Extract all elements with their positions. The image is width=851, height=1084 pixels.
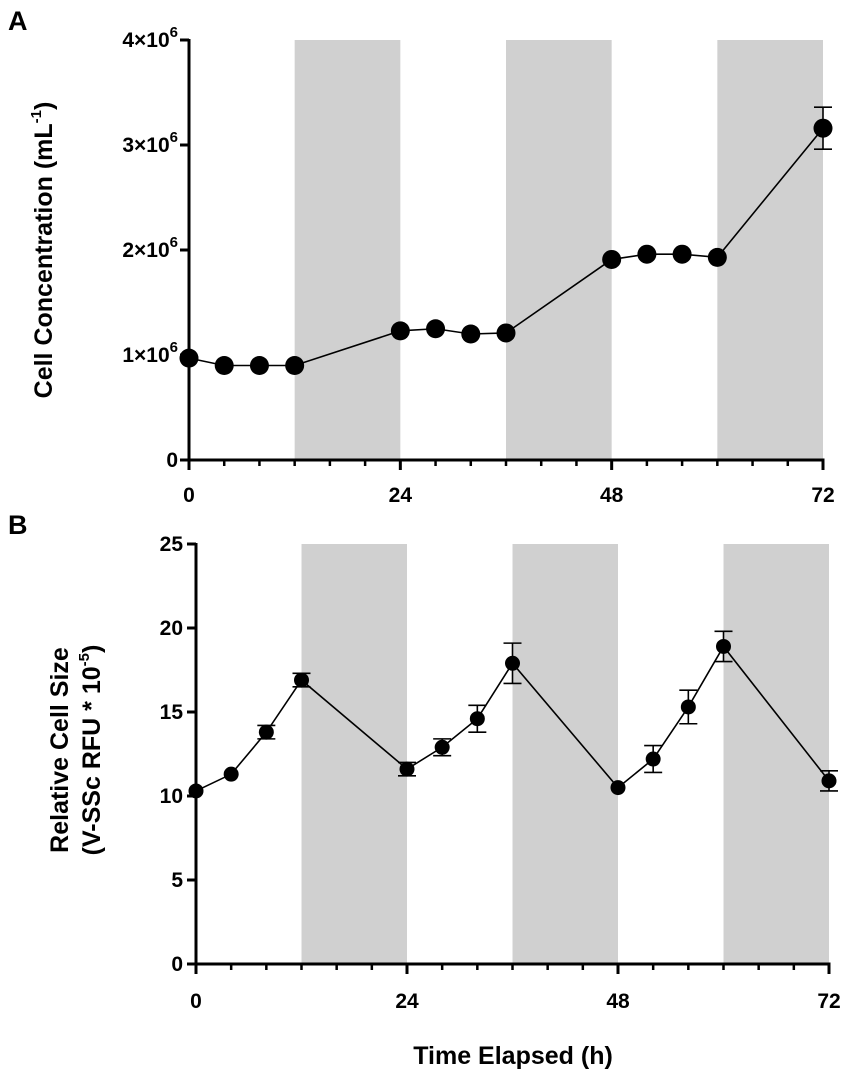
y-tick-label: 10 xyxy=(160,785,183,808)
y-axis-title: Cell Concentration (mL-1) xyxy=(28,102,58,399)
data-point xyxy=(461,324,481,344)
dark-period-band xyxy=(512,544,618,964)
y-tick-label: 25 xyxy=(160,533,184,556)
data-point xyxy=(188,783,204,799)
x-tick-label: 48 xyxy=(600,484,624,507)
y-tick-label: 20 xyxy=(160,617,183,640)
data-point xyxy=(813,118,833,138)
panel-label-a: A xyxy=(8,6,28,36)
data-point xyxy=(214,356,234,375)
data-point xyxy=(179,348,199,368)
data-point xyxy=(496,323,516,343)
data-point xyxy=(602,249,622,269)
x-tick-label: 0 xyxy=(183,484,195,507)
data-point xyxy=(223,766,239,782)
y-tick-label: 5 xyxy=(171,869,183,892)
y-tick-label: 0 xyxy=(166,449,178,472)
y-tick-label: 4×106 xyxy=(122,24,178,52)
x-tick-label: 48 xyxy=(606,990,630,1013)
data-point xyxy=(249,356,269,375)
data-point xyxy=(610,780,626,796)
x-tick-label: 24 xyxy=(389,484,413,507)
x-tick-label: 0 xyxy=(190,990,202,1013)
data-point xyxy=(707,247,727,267)
data-point xyxy=(258,724,274,740)
panel-b-relative-cell-size-chart: 0 5 10 15 20 25 0 24 48 72 B Relative Cell Size (V-S… xyxy=(8,510,841,1070)
dark-period-band xyxy=(294,40,401,460)
y-axis-title-line2: (V-SSc RFU * 10-5) xyxy=(76,645,106,856)
data-point xyxy=(672,244,692,264)
data-point xyxy=(821,773,837,789)
panel-label-b: B xyxy=(8,510,28,540)
data-point xyxy=(399,761,415,777)
y-tick-label: 15 xyxy=(160,701,184,724)
x-tick-label: 72 xyxy=(811,484,834,507)
x-tick-label: 72 xyxy=(817,990,840,1013)
x-axis-title: Time Elapsed (h) xyxy=(413,1042,613,1070)
data-point xyxy=(434,739,450,755)
data-point xyxy=(637,244,657,264)
data-point xyxy=(390,321,410,341)
dark-period-band xyxy=(301,544,407,964)
panel-a-cell-concentration-chart: 0 1×106 2×106 3×106 4×106 0 24 48 72 A Cell Concen… xyxy=(8,6,835,507)
y-tick-label: 2×106 xyxy=(122,234,178,262)
data-point xyxy=(294,672,309,688)
dark-period-band xyxy=(506,40,612,460)
data-point xyxy=(716,638,731,654)
y-tick-label: 3×106 xyxy=(122,129,178,157)
dark-period-band xyxy=(717,40,823,460)
data-point xyxy=(285,356,305,375)
data-point xyxy=(680,699,696,715)
data-point xyxy=(426,319,446,339)
data-point xyxy=(645,751,661,767)
y-tick-label: 0 xyxy=(171,953,183,976)
data-point xyxy=(505,655,520,671)
dark-period-band xyxy=(723,544,829,964)
y-tick-label: 1×106 xyxy=(122,339,178,367)
data-point xyxy=(469,711,485,727)
y-axis-title-line1: Relative Cell Size xyxy=(46,647,74,853)
x-tick-label: 24 xyxy=(395,990,419,1013)
